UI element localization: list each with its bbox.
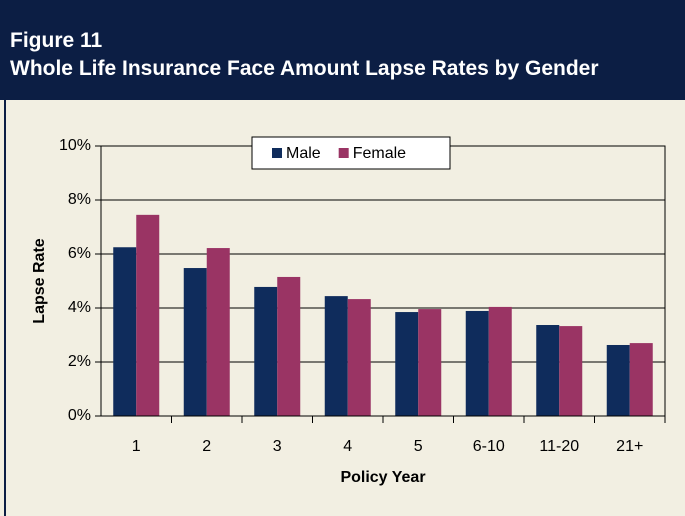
frame-line [4, 100, 6, 516]
legend-swatch [272, 148, 282, 158]
bar [254, 286, 278, 416]
x-tick-label: 6-10 [473, 438, 505, 455]
bar [559, 326, 583, 416]
x-tick-label: 4 [343, 438, 352, 455]
bar [488, 306, 512, 416]
bar [347, 299, 371, 416]
bar [206, 248, 230, 416]
bar [418, 309, 442, 416]
y-tick-label: 8% [68, 191, 91, 208]
bar [629, 343, 653, 416]
bar [465, 310, 489, 416]
y-tick-label: 2% [68, 353, 91, 370]
bar [113, 247, 137, 416]
y-tick-label: 4% [68, 299, 91, 316]
x-tick-label: 21+ [616, 438, 643, 455]
legend-box [251, 136, 451, 170]
bar [277, 276, 301, 416]
x-tick-label: 2 [202, 438, 211, 455]
x-tick-label: 5 [414, 438, 423, 455]
bar [536, 325, 560, 416]
x-tick-label: 11-20 [539, 438, 579, 455]
legend-swatch [338, 148, 349, 158]
legend-label: Male [286, 145, 321, 162]
bar [395, 312, 419, 416]
y-tick-label: 6% [68, 245, 91, 262]
header: Figure 11 Whole Life Insurance Face Amou… [0, 0, 685, 100]
figure-subtitle: Whole Life Insurance Face Amount Lapse R… [10, 57, 599, 80]
bar [606, 344, 630, 416]
y-tick-label: 0% [68, 407, 91, 424]
bar [324, 296, 348, 416]
x-axis-label: Policy Year [340, 469, 425, 486]
y-tick-label: 10% [59, 137, 91, 154]
figure-title: Figure 11 [10, 29, 103, 52]
bar [136, 214, 160, 416]
y-axis-label: Lapse Rate [31, 238, 48, 323]
bar [183, 268, 207, 416]
x-tick-label: 1 [132, 438, 141, 455]
x-tick-label: 3 [273, 438, 282, 455]
legend-label: Female [353, 145, 406, 162]
